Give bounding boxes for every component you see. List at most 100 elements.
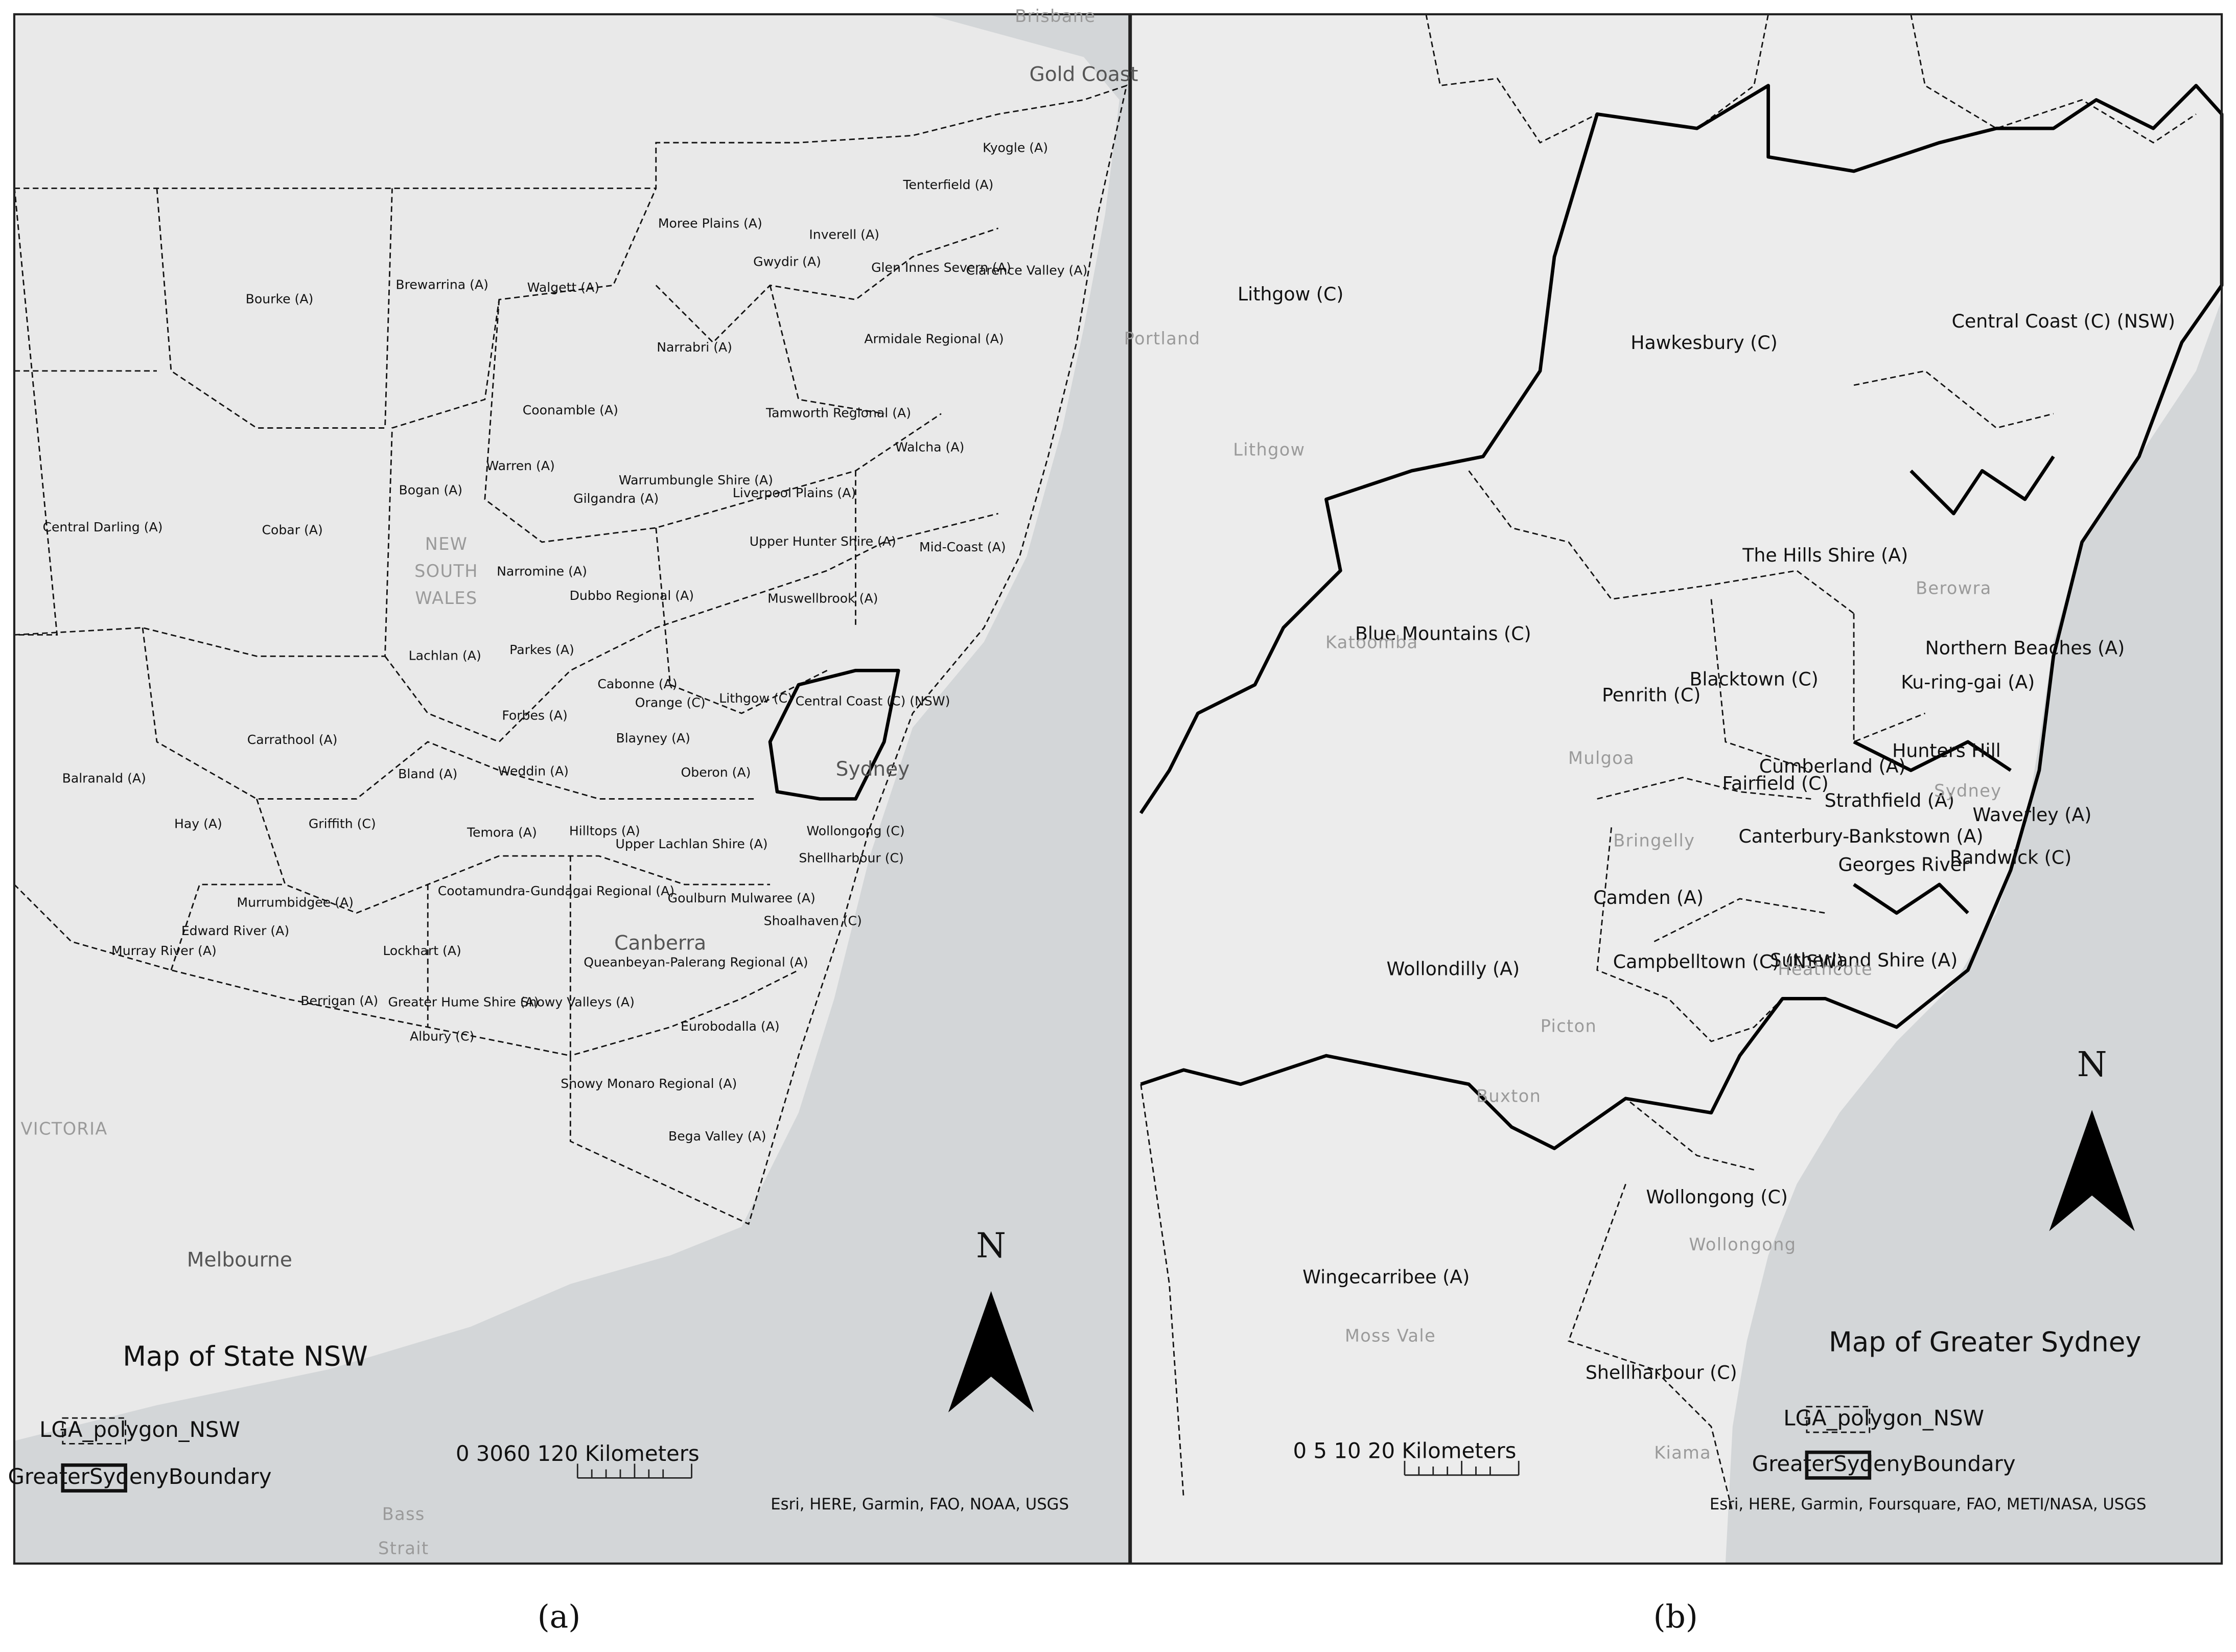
legend-swatch [62, 1417, 126, 1445]
legend-label: LGA_polygon_NSW [1783, 1405, 1984, 1430]
place-label: Bass [382, 1504, 425, 1524]
lga-label: Wollongong (C) [806, 824, 904, 839]
panel: Bourke (A) Brewarrina (A) Walgett (A) Moree… [8, 6, 1138, 1635]
place-label: Mulgoa [1568, 748, 1635, 768]
lga-label: Griffith (C) [309, 817, 376, 831]
lga-label: Orange (C) [635, 695, 706, 710]
lga-label: Edward River (A) [181, 923, 289, 938]
lga-label: Waverley (A) [1972, 804, 2091, 826]
place-label: Canberra [614, 932, 706, 955]
legend-label: GreaterSydenyBoundary [8, 1464, 272, 1489]
lga-label: Eurobodalla (A) [681, 1019, 780, 1034]
lga-label: Warren (A) [486, 458, 554, 473]
lga-label: Lithgow (C) [719, 691, 793, 706]
lga-label: Cobar (A) [262, 523, 322, 538]
legend-label: LGA_polygon_NSW [39, 1417, 240, 1442]
lga-label: Wollondilly (A) [1387, 958, 1520, 980]
lga-label: Shellharbour (C) [1586, 1362, 1737, 1384]
north-label: N [2077, 1044, 2107, 1084]
lga-label: Kyogle (A) [983, 140, 1048, 155]
panel-frame [1130, 13, 2223, 1565]
place-label: Gold Coast [1030, 63, 1138, 86]
lga-label: Bourke (A) [246, 291, 314, 306]
lga-label: Wingecarribee (A) [1302, 1266, 1470, 1288]
map-title: Map of Greater Sydney [1829, 1327, 2141, 1358]
place-label: Sydney [1934, 781, 2001, 801]
lga-label: Camden (A) [1593, 887, 1704, 909]
lga-label: Campbelltown (C) (NSW) [1613, 951, 1844, 973]
lga-label: Muswellbrook (A) [767, 591, 878, 606]
place-label: Heathcote [1778, 959, 1873, 979]
lga-label: Albury (C) [410, 1029, 474, 1044]
place-label: Melbourne [187, 1249, 292, 1272]
legend-swatch [61, 1463, 127, 1493]
lga-label: Fairfield (C) [1722, 773, 1829, 795]
lga-label: Snowy Monaro Regional (A) [561, 1076, 737, 1091]
lga-label: Greater Hume Shire (A) [388, 995, 539, 1010]
lga-label: Upper Hunter Shire (A) [750, 534, 896, 549]
place-label: Berowra [1916, 578, 1992, 598]
map-title: Map of State NSW [123, 1341, 368, 1372]
lga-label: Lachlan (A) [409, 648, 481, 663]
lga-label: Queanbeyan-Palerang Regional (A) [584, 955, 808, 970]
lga-label: Canterbury-Bankstown (A) [1738, 825, 1983, 847]
lga-label: Tenterfield (A) [902, 177, 993, 192]
lga-label: Balranald (A) [62, 771, 146, 785]
lga-label: Hay (A) [174, 817, 222, 831]
lga-label: Gilgandra (A) [573, 491, 659, 506]
north-arrow [2049, 1110, 2135, 1231]
lga-label: Hunters Hill [1892, 739, 2001, 761]
place-label: Moss Vale [1345, 1325, 1436, 1345]
lga-label: Wollongong (C) [1646, 1186, 1788, 1208]
greater-sydney-boundary [768, 668, 900, 801]
lga-label: Murrumbidgee (A) [237, 895, 354, 910]
lga-label: Penrith (C) [1602, 684, 1701, 706]
attribution: Esri, HERE, Garmin, FAO, NOAA, USGS [771, 1496, 1069, 1514]
lga-label: Goulburn Mulwaree (A) [668, 891, 816, 905]
lga-label: Hawkesbury (C) [1631, 332, 1778, 354]
lga-label: Central Coast (C) (NSW) [1952, 310, 2175, 332]
lga-label: Liverpool Plains (A) [733, 485, 856, 500]
place-label: Wollongong [1689, 1235, 1796, 1254]
lga-label: Warrumbungle Shire (A) [619, 473, 773, 487]
scale-label: 0 5 10 20 Kilometers [1293, 1438, 1516, 1463]
lga-label: Blayney (A) [616, 731, 690, 746]
lga-label: Strathfield (A) [1825, 789, 1954, 811]
place-label: Strait [378, 1538, 429, 1558]
place-label: WALES [415, 588, 477, 608]
legend-label: GreaterSydenyBoundary [1752, 1451, 2016, 1476]
lga-label: Lockhart (A) [383, 943, 461, 958]
lga-label: The Hills Shire (A) [1742, 544, 1908, 566]
lga-label: Mid-Coast (A) [919, 540, 1006, 554]
lga-label: Carrathool (A) [247, 732, 338, 747]
attribution: Esri, HERE, Garmin, Foursquare, FAO, MET… [1710, 1496, 2147, 1514]
lga-label: Walcha (A) [895, 440, 964, 455]
lga-label: Bogan (A) [399, 482, 463, 497]
place-label: Buxton [1476, 1086, 1541, 1106]
lga-label: Bega Valley (A) [668, 1129, 766, 1144]
panel-a-map [13, 13, 1131, 1565]
lga-label: Bland (A) [398, 766, 457, 781]
place-label: Kiama [1654, 1442, 1711, 1462]
place-label: VICTORIA [21, 1119, 108, 1139]
lga-label: Weddin (A) [498, 763, 569, 778]
place-label: NEW [425, 534, 468, 554]
lga-label: Central Coast (C) (NSW) [796, 694, 950, 709]
lga-label: Narromine (A) [497, 564, 587, 579]
place-label: Bringelly [1613, 831, 1695, 851]
lga-label: Blue Mountains (C) [1355, 622, 1531, 644]
panel-caption: (b) [1653, 1599, 1698, 1635]
place-label: SOUTH [414, 561, 478, 581]
panel-caption: (a) [538, 1599, 580, 1635]
lga-label: Hilltops (A) [569, 824, 640, 839]
lga-label: Temora (A) [467, 825, 537, 840]
lga-label: Gwydir (A) [753, 254, 821, 269]
north-arrow [948, 1291, 1034, 1412]
lga-label: Dubbo Regional (A) [570, 588, 694, 603]
scale-bar [576, 1463, 692, 1479]
lga-label: Moree Plains (A) [658, 216, 762, 230]
lga-label: Cumberland (A) [1759, 755, 1906, 777]
state-boundary [13, 84, 1128, 1225]
